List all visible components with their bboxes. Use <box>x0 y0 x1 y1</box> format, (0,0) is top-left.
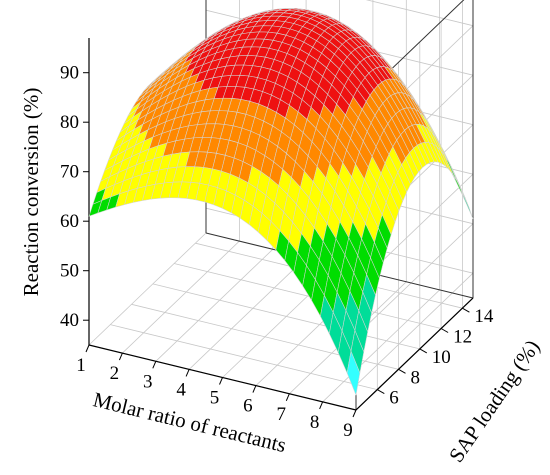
x-tick-label: 9 <box>343 420 353 441</box>
y-tick <box>440 328 449 333</box>
floor-gridline-y <box>152 283 420 350</box>
z-tick-label: 90 <box>60 63 79 84</box>
z-tick-label: 40 <box>60 310 79 331</box>
x-tick-label: 8 <box>310 412 320 433</box>
x-tick-label: 6 <box>243 396 253 417</box>
x-tick <box>85 344 90 353</box>
x-tick-label: 4 <box>176 379 186 400</box>
z-tick-label: 80 <box>60 112 79 133</box>
x-tick <box>352 409 357 418</box>
y-axis-title: SAP loading (%) <box>444 335 544 466</box>
y-tick <box>377 389 385 395</box>
y-tick <box>398 368 406 374</box>
x-tick <box>252 385 257 393</box>
y-tick-label: 10 <box>432 347 451 368</box>
z-tick-label: 70 <box>60 162 79 183</box>
x-tick-label: 2 <box>110 363 120 384</box>
surface-facet <box>346 350 361 396</box>
right-wall-gridline-z <box>355 272 474 386</box>
x-tick-label: 7 <box>277 404 287 425</box>
floor-gridline-x <box>188 257 307 370</box>
floor-gridline-y <box>174 263 442 329</box>
y-tick-label: 12 <box>453 327 472 348</box>
x-tick <box>185 369 190 377</box>
x-tick <box>285 393 290 401</box>
y-tick-label: 14 <box>474 306 494 327</box>
x-axis-title: Molar ratio of reactants <box>91 387 289 457</box>
z-tick-label: 50 <box>60 261 79 282</box>
z-axis-title: Reaction conversion (%) <box>19 88 43 297</box>
y-axis-line <box>355 297 474 411</box>
x-tick <box>152 361 157 369</box>
response-surface <box>88 8 474 396</box>
z-tick-label: 60 <box>60 211 79 232</box>
floor-gridline-x <box>155 249 274 362</box>
right-wall-gridline-z <box>355 223 474 336</box>
x-tick <box>319 401 324 410</box>
floor-gridline-x <box>88 232 207 346</box>
x-tick <box>118 352 123 361</box>
floor-gridline-x <box>122 240 240 354</box>
y-tick <box>462 307 470 313</box>
floor-gridline-y <box>110 324 378 390</box>
y-tick-label: 6 <box>389 388 399 409</box>
back-wall-gridline-z <box>365 0 474 27</box>
x-tick <box>219 377 223 385</box>
x-tick-label: 3 <box>143 371 153 392</box>
x-tick-label: 5 <box>210 388 220 409</box>
y-tick <box>419 348 428 354</box>
chart-axes <box>83 38 474 418</box>
x-tick-label: 1 <box>76 355 86 376</box>
y-tick-label: 8 <box>411 367 421 388</box>
